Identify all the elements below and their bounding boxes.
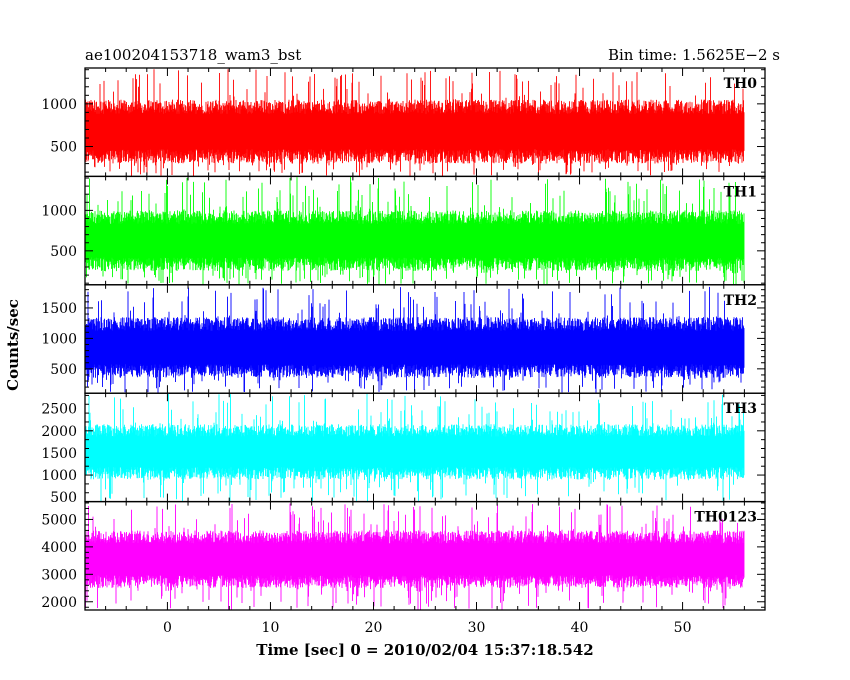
panel-th3: 500 1000 1500 2000 2500 TH3 bbox=[41, 392, 766, 506]
x-tick-label: 40 bbox=[571, 620, 589, 636]
x-tick-label: 50 bbox=[674, 620, 692, 636]
x-tick-label: 20 bbox=[365, 620, 383, 636]
y-tick-label: 500 bbox=[50, 140, 77, 156]
bin-time-label: Bin time: 1.5625E−2 s bbox=[608, 46, 780, 64]
panel-th0123: 2000 3000 4000 5000 TH0123 bbox=[41, 500, 766, 611]
panel-th1: 500 1000 TH1 bbox=[41, 175, 766, 286]
y-tick-label: 1500 bbox=[41, 446, 77, 462]
y-tick-label: 4000 bbox=[41, 540, 77, 556]
panel-th0: 500 1000 TH0 bbox=[41, 67, 766, 178]
y-axis-label: Counts/sec bbox=[4, 299, 22, 391]
panel-frame bbox=[84, 500, 766, 611]
y-tick-label: 1500 bbox=[41, 301, 77, 317]
y-tick-label: 2500 bbox=[41, 402, 77, 418]
series-th2 bbox=[85, 286, 745, 393]
panel-label: TH1 bbox=[724, 184, 757, 200]
y-tick-label: 2000 bbox=[41, 424, 77, 440]
x-tick-label: 0 bbox=[163, 620, 172, 636]
panel-label: TH0 bbox=[724, 76, 758, 92]
y-tick-label: 1000 bbox=[41, 331, 77, 347]
y-tick-label: 3000 bbox=[41, 567, 77, 583]
y-tick-label: 500 bbox=[50, 362, 77, 378]
y-tick-label: 1000 bbox=[41, 468, 77, 484]
series-th3 bbox=[85, 393, 745, 502]
y-tick-label: 2000 bbox=[41, 595, 77, 611]
chart-title: ae100204153718_wam3_bst bbox=[85, 46, 301, 64]
series-th0 bbox=[85, 69, 745, 177]
series-th0123 bbox=[85, 503, 745, 610]
panels-group: 5001000TH05001000TH150010001500TH2500100… bbox=[41, 67, 766, 636]
x-tick-label: 30 bbox=[468, 620, 486, 636]
series-th1 bbox=[85, 176, 745, 285]
panel-label: TH0123 bbox=[694, 510, 757, 526]
y-tick-label: 5000 bbox=[41, 512, 77, 528]
y-tick-label: 500 bbox=[50, 490, 77, 506]
panel-th2: 500 1000 1500 TH2 bbox=[41, 284, 766, 394]
y-tick-label: 1000 bbox=[41, 203, 77, 219]
x-axis-label: Time [sec] 0 = 2010/02/04 15:37:18.542 bbox=[256, 641, 593, 659]
y-tick-label: 500 bbox=[50, 244, 77, 260]
panel-label: TH2 bbox=[724, 293, 757, 309]
panel-label: TH3 bbox=[724, 401, 757, 417]
y-tick-label: 1000 bbox=[41, 97, 77, 113]
x-tick-label: 10 bbox=[262, 620, 280, 636]
